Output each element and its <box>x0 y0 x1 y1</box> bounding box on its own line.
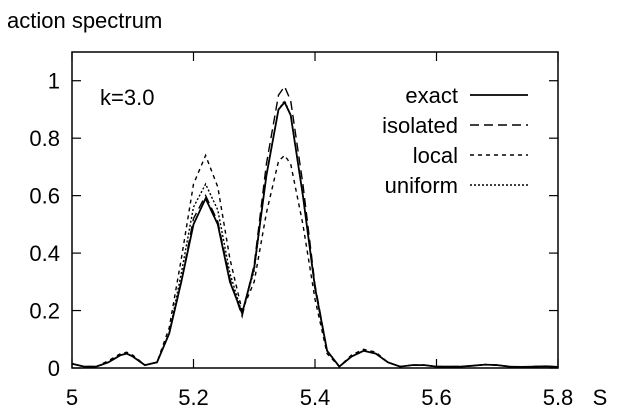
chart-title: action spectrum <box>7 8 162 33</box>
y-tick-label: 0.8 <box>29 126 60 151</box>
data-lines <box>71 85 559 368</box>
y-tick-label: 0.4 <box>29 241 60 266</box>
x-axis: 5 5.2 5.4 5.6 5.8 <box>66 52 573 410</box>
series-line-local <box>71 153 559 368</box>
series-line-uniform <box>71 99 559 368</box>
legend: exact isolated local uniform <box>382 83 528 198</box>
k-annotation: k=3.0 <box>100 85 154 110</box>
y-tick-label: 0.6 <box>29 184 60 209</box>
x-tick-label: 5.4 <box>300 385 331 410</box>
legend-label-local: local <box>413 143 458 168</box>
y-tick-label: 1 <box>48 69 60 94</box>
legend-label-uniform: uniform <box>385 173 458 198</box>
x-axis-label: S <box>593 385 608 410</box>
x-tick-label: 5 <box>66 385 78 410</box>
legend-label-exact: exact <box>405 83 458 108</box>
series-line-exact <box>71 100 559 368</box>
series-line-isolated <box>71 85 559 368</box>
legend-label-isolated: isolated <box>382 113 458 138</box>
y-tick-label: 0 <box>48 356 60 381</box>
x-tick-label: 5.8 <box>543 385 574 410</box>
y-tick-label: 0.2 <box>29 299 60 324</box>
x-tick-label: 5.6 <box>421 385 452 410</box>
y-axis: 0 0.2 0.4 0.6 0.8 1 <box>29 69 558 381</box>
x-tick-label: 5.2 <box>178 385 209 410</box>
